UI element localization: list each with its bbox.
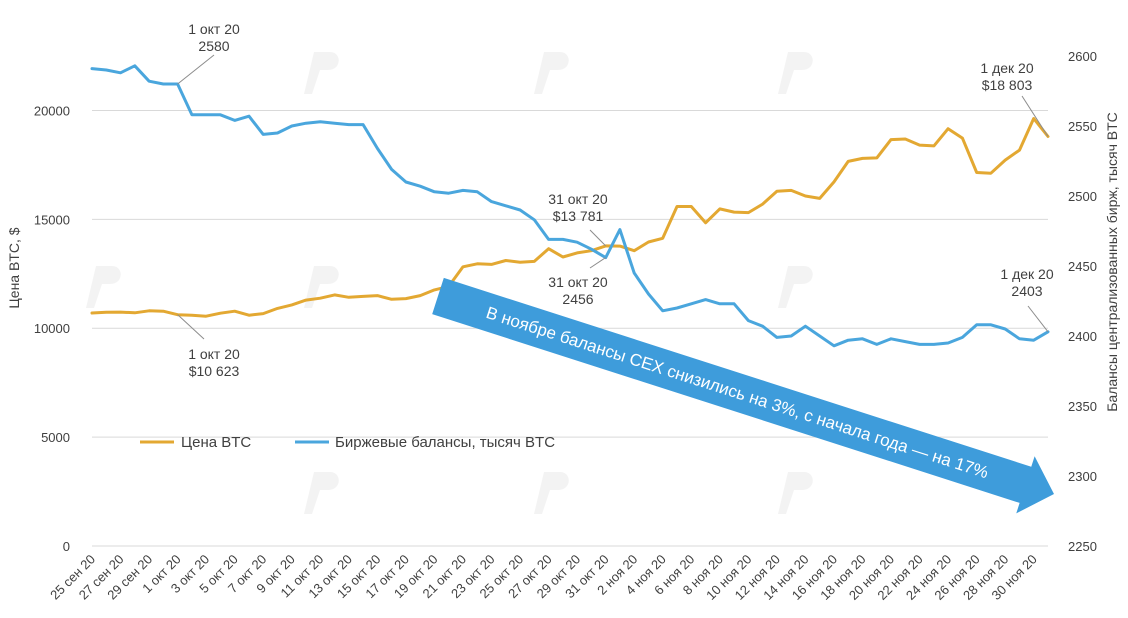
watermark-logo-icon (304, 52, 339, 94)
watermark-logo-icon (304, 472, 339, 514)
annotation-leader-line (177, 54, 215, 85)
annotation-value: 2456 (562, 291, 593, 307)
watermark-logo-shape (778, 52, 813, 94)
y-right-tick-label: 2450 (1068, 259, 1097, 274)
watermark-logo-icon (534, 472, 569, 514)
annotation-leader-line (589, 229, 607, 247)
y-left-tick-label: 10000 (34, 321, 70, 336)
watermark-logo-shape (778, 266, 813, 308)
watermark-logo-shape (778, 472, 813, 514)
gridlines (92, 109, 1048, 547)
legend-label: Цена BTC (181, 434, 251, 451)
y-right-tick-label: 2400 (1068, 329, 1097, 344)
y-left-tick-label: 15000 (34, 212, 70, 227)
banner-text: В ноябре балансы CEX снизились на 3%, с … (484, 303, 991, 482)
watermark-logo-icon (86, 266, 121, 308)
annotation-leader-line (177, 314, 205, 340)
annotation-date: 1 окт 20 (188, 21, 240, 37)
y-right-tick-label: 2600 (1068, 49, 1097, 64)
watermark-layer (86, 52, 813, 514)
annotation-date: 31 окт 20 (548, 191, 608, 207)
series-line-price (90, 117, 1050, 318)
annotation-value: $13 781 (553, 208, 604, 224)
y-right-tick-label: 2250 (1068, 539, 1097, 554)
watermark-logo-shape (86, 266, 121, 308)
annotation-leader-line (1021, 95, 1049, 137)
annotation-date: 1 окт 20 (188, 346, 240, 362)
y-left-tick-label: 20000 (34, 103, 70, 118)
series-layer (90, 64, 1050, 348)
annotation-value: $10 623 (189, 363, 240, 379)
watermark-logo-shape (304, 52, 339, 94)
banner-arrow: В ноябре балансы CEX снизились на 3%, с … (432, 277, 1054, 514)
annotation-value: 2403 (1011, 283, 1042, 299)
watermark-logo-shape (304, 472, 339, 514)
watermark-logo-icon (778, 266, 813, 308)
y-left-axis-title: Цена BTC, $ (6, 227, 22, 308)
y-right-tick-label: 2300 (1068, 469, 1097, 484)
watermark-logo-icon (778, 472, 813, 514)
y-right-axis-title: Балансы централизованных бирж, тысяч BTC (1104, 112, 1120, 412)
annotation-leader-line (1027, 305, 1049, 333)
annotation-value: $18 803 (982, 77, 1033, 93)
watermark-logo-shape (534, 52, 569, 94)
legend: Цена BTC Биржевые балансы, тысяч BTC (140, 434, 555, 451)
y-left-tick-label: 0 (63, 539, 70, 554)
y-right-tick-label: 2350 (1068, 399, 1097, 414)
y-left-tick-label: 5000 (41, 430, 70, 445)
watermark-logo-shape (534, 472, 569, 514)
y-right-tick-label: 2550 (1068, 119, 1097, 134)
watermark-logo-icon (778, 52, 813, 94)
banner-arrow-group: В ноябре балансы CEX снизились на 3%, с … (432, 277, 1054, 514)
watermark-logo-icon (534, 52, 569, 94)
annotation-date: 31 окт 20 (548, 274, 608, 290)
annotation-date: 1 дек 20 (1000, 266, 1053, 282)
watermark-logo-shape (304, 266, 339, 308)
annotation-date: 1 дек 20 (980, 60, 1033, 76)
series-line-balances (90, 64, 1050, 348)
banner-arrow-shape (432, 277, 1054, 514)
legend-label: Биржевые балансы, тысяч BTC (335, 434, 555, 451)
watermark-logo-icon (304, 266, 339, 308)
y-right-tick-label: 2500 (1068, 189, 1097, 204)
annotation-value: 2580 (198, 38, 229, 54)
annotation-leader-line (589, 257, 606, 269)
